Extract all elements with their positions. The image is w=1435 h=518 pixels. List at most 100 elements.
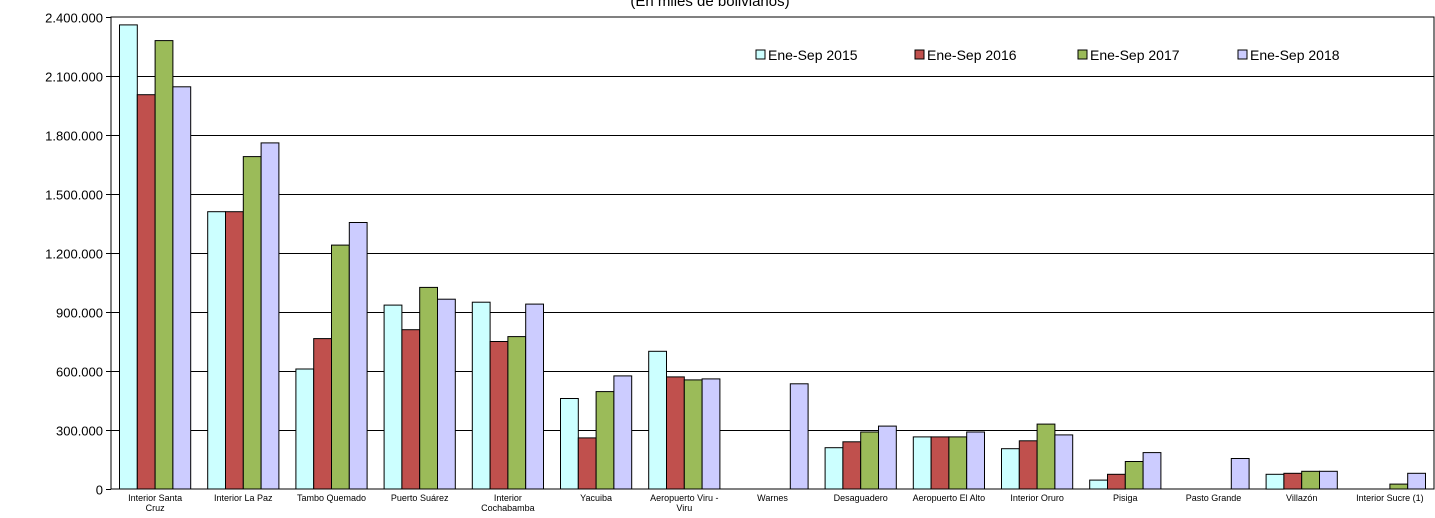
bar-2-9 bbox=[842, 441, 862, 490]
bar-1-11 bbox=[1001, 448, 1020, 490]
x-tick-label-line: Interior La Paz bbox=[214, 493, 273, 503]
bar-4-2 bbox=[260, 142, 280, 490]
x-tick-label: Interior Santa Cruz bbox=[128, 493, 182, 513]
legend-swatch bbox=[1237, 49, 1248, 60]
x-tick-label-line: Yacuiba bbox=[580, 493, 612, 503]
legend-label: Ene-Sep 2017 bbox=[1090, 47, 1180, 63]
x-tick-label-line: Tambo Quemado bbox=[297, 493, 366, 503]
bar-2-11 bbox=[1018, 440, 1038, 490]
bar-2-10 bbox=[930, 436, 950, 490]
bar-4-14 bbox=[1319, 470, 1338, 490]
bar-3-14 bbox=[1301, 470, 1320, 490]
bar-4-4 bbox=[437, 298, 456, 490]
bar-2-12 bbox=[1107, 473, 1126, 490]
x-tick-label: Puerto Suárez bbox=[391, 493, 449, 503]
legend-label: Ene-Sep 2015 bbox=[768, 47, 858, 63]
bar-1-10 bbox=[912, 436, 932, 490]
bar-4-11 bbox=[1054, 434, 1074, 490]
bar-3-4 bbox=[419, 286, 439, 490]
bar-1-7 bbox=[648, 350, 668, 490]
legend: Ene-Sep 2015 Ene-Sep 2016 Ene-Sep 2017 Ene-… bbox=[755, 47, 1340, 63]
y-tick-label: 0 bbox=[96, 483, 103, 498]
bar-4-12 bbox=[1142, 452, 1162, 490]
y-tick-label: 2.400.000 bbox=[45, 11, 103, 26]
legend-label: Ene-Sep 2018 bbox=[1250, 47, 1340, 63]
bar-2-2 bbox=[225, 211, 244, 490]
y-tick-label: 600.000 bbox=[56, 365, 103, 380]
bar-3-2 bbox=[242, 156, 262, 490]
bar-3-6 bbox=[595, 391, 615, 490]
bar-1-12 bbox=[1089, 479, 1108, 490]
bar-1-1 bbox=[119, 24, 138, 490]
y-tick-label: 1.200.000 bbox=[45, 247, 103, 262]
legend-swatch bbox=[914, 49, 925, 60]
legend-swatch bbox=[1077, 49, 1088, 60]
bar-1-5 bbox=[471, 301, 491, 490]
x-tick-label-line: Desaguadero bbox=[834, 493, 888, 503]
x-tick-label-line: Viru bbox=[676, 503, 692, 513]
y-tick-label: 1.800.000 bbox=[45, 129, 103, 144]
x-tick-label-line: Interior Sucre (1) bbox=[1356, 493, 1424, 503]
x-tick-label-line: Puerto Suárez bbox=[391, 493, 449, 503]
x-tick-label-line: Cochabamba bbox=[481, 503, 535, 513]
x-tick-label: Interior La Paz bbox=[214, 493, 273, 503]
bar-3-15 bbox=[1389, 483, 1409, 490]
x-tick-label-line: Cruz bbox=[146, 503, 166, 513]
x-tick-label-line: Villazón bbox=[1286, 493, 1317, 503]
bar-2-4 bbox=[401, 329, 421, 490]
bar-4-10 bbox=[966, 431, 986, 490]
bar-3-10 bbox=[948, 436, 968, 490]
y-tick-label: 300.000 bbox=[56, 424, 103, 439]
x-tick-label: Warnes bbox=[757, 493, 788, 503]
bar-4-15 bbox=[1407, 472, 1426, 490]
x-tick-label-line: Interior Santa bbox=[128, 493, 182, 503]
bars bbox=[119, 24, 1426, 490]
bar-4-7 bbox=[701, 378, 721, 490]
x-tick-label-line: Pisiga bbox=[1113, 493, 1138, 503]
bar-4-3 bbox=[348, 222, 368, 490]
legend-label: Ene-Sep 2016 bbox=[927, 47, 1017, 63]
bar-2-1 bbox=[136, 94, 156, 490]
chart-subtitle: (En miles de bolivianos) bbox=[630, 0, 789, 10]
bar-1-4 bbox=[383, 304, 403, 490]
x-tick-label: Yacuiba bbox=[580, 493, 612, 503]
bar-3-5 bbox=[507, 336, 527, 490]
bar-4-9 bbox=[878, 425, 897, 490]
bar-2-3 bbox=[313, 338, 333, 490]
y-tick-label: 2.100.000 bbox=[45, 70, 103, 85]
bar-3-9 bbox=[860, 431, 880, 490]
x-tick-label: Aeropuerto Viru -Viru bbox=[650, 493, 718, 513]
bar-3-12 bbox=[1124, 461, 1144, 490]
legend-swatch bbox=[755, 49, 766, 60]
bar-1-3 bbox=[295, 368, 315, 490]
x-tick-label: Pasto Grande bbox=[1186, 493, 1242, 503]
bar-1-9 bbox=[824, 447, 844, 490]
x-tick-label: Aeropuerto El Alto bbox=[913, 493, 986, 503]
bar-3-3 bbox=[331, 244, 350, 490]
bar-2-7 bbox=[666, 376, 685, 490]
bar-1-14 bbox=[1265, 473, 1285, 490]
x-tick-label: Desaguadero bbox=[834, 493, 888, 503]
bar-1-6 bbox=[560, 398, 579, 490]
bar-3-7 bbox=[683, 379, 703, 490]
x-tick-label-line: Interior bbox=[494, 493, 522, 503]
x-tick-label: Interior Oruro bbox=[1010, 493, 1064, 503]
x-tick-label-line: Aeropuerto El Alto bbox=[913, 493, 986, 503]
bar-2-6 bbox=[577, 437, 597, 490]
x-tick-label-line: Warnes bbox=[757, 493, 788, 503]
bar-4-1 bbox=[172, 86, 192, 490]
x-tick-label: Pisiga bbox=[1113, 493, 1138, 503]
y-tick-label: 1.500.000 bbox=[45, 188, 103, 203]
bar-2-14 bbox=[1283, 472, 1303, 490]
bar-4-6 bbox=[613, 375, 633, 490]
bar-2-5 bbox=[489, 341, 509, 490]
x-tick-label: Villazón bbox=[1286, 493, 1317, 503]
x-tick-label-line: Aeropuerto Viru - bbox=[650, 493, 718, 503]
x-tick-label-line: Pasto Grande bbox=[1186, 493, 1242, 503]
y-tick-label: 900.000 bbox=[56, 306, 103, 321]
x-tick-label: Tambo Quemado bbox=[297, 493, 366, 503]
bar-4-5 bbox=[525, 303, 545, 490]
y-axis: 0 300.000 600.000 900.000 1.200.000 1.500.000… bbox=[45, 11, 111, 498]
x-tick-label: Interior Sucre (1) bbox=[1356, 493, 1424, 503]
